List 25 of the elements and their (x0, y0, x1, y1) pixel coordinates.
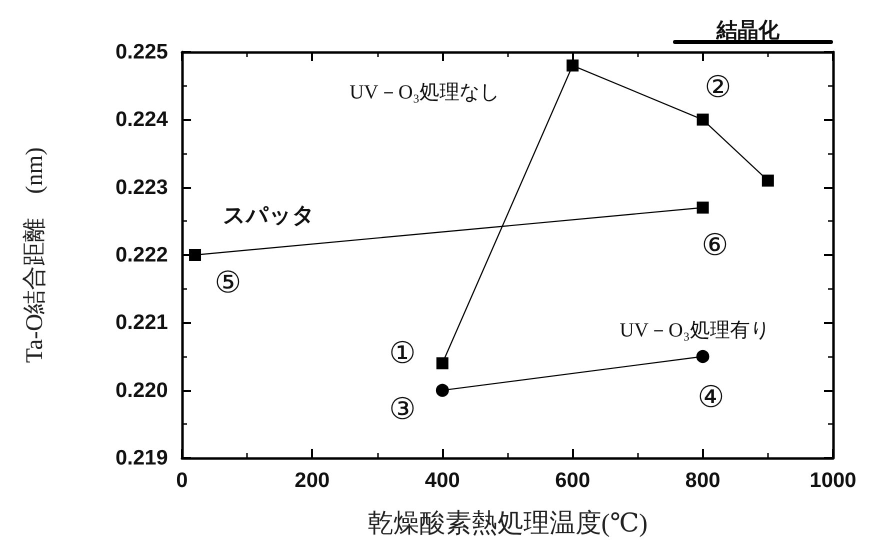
y-tick-label: 0.219 (115, 446, 168, 470)
series-label: UV－O₃処理有り (620, 320, 770, 342)
y-tick-label: 0.225 (115, 40, 168, 64)
x-tick-label: 0 (176, 469, 188, 492)
x-tick-label: 400 (424, 469, 460, 492)
y-axis-title: Ta-O結合距離 (nm) (22, 147, 48, 363)
y-tick-label: 0.223 (115, 176, 168, 199)
annotation: ⑥ (701, 229, 728, 262)
x-tick-label: 200 (294, 469, 330, 492)
annotation: ① (388, 336, 416, 370)
y-tick-label: 0.224 (115, 108, 168, 132)
text: 結晶化 (716, 18, 780, 42)
y-tick-label: 0.221 (115, 311, 168, 334)
x-tick-label: 600 (555, 469, 590, 492)
annotation: ③ (388, 392, 416, 426)
y-tick-label: 0.220 (115, 378, 168, 402)
x-tick-label: 800 (685, 469, 720, 492)
legend-label: UV－O₃処理なし (349, 82, 500, 104)
annotation: ② (704, 71, 732, 104)
annotation: ⑤ (214, 266, 242, 300)
annotation: ④ (697, 381, 724, 414)
x-axis-title: 乾燥酸素熱処理温度(℃) (367, 508, 648, 538)
x-tick-label: 1000 (810, 469, 856, 492)
series-label: スパッタ (223, 202, 316, 228)
y-tick-label: 0.222 (115, 244, 168, 266)
